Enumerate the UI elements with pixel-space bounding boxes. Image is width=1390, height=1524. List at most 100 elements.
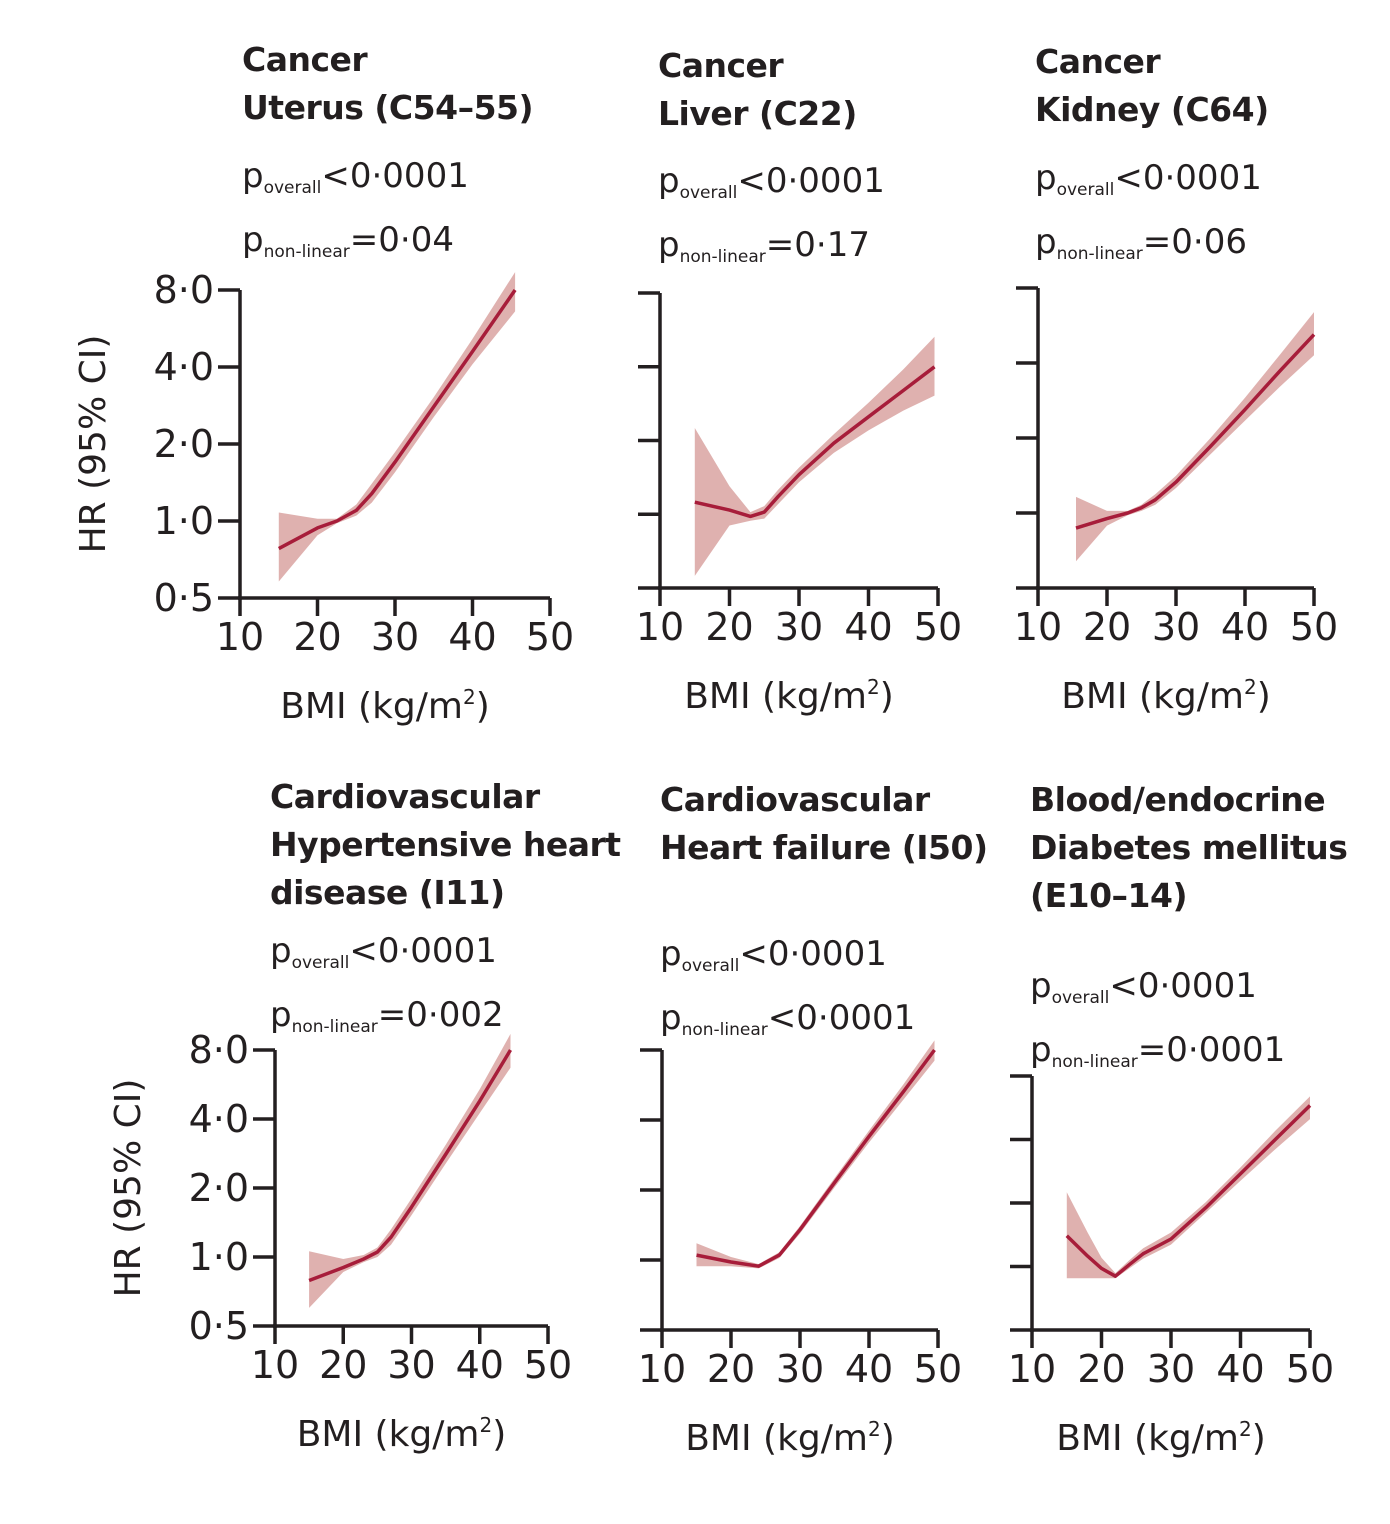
p-overall: poverall<0·0001 bbox=[658, 161, 885, 203]
x-tick-label: 10 bbox=[251, 1343, 299, 1387]
y-axis-title: HR (95% CI) bbox=[108, 1079, 149, 1298]
x-tick-label: 20 bbox=[319, 1343, 367, 1387]
x-tick-label: 30 bbox=[1152, 605, 1200, 649]
panel-title: Cancer Liver (C22) bbox=[658, 42, 857, 138]
x-tick-label: 30 bbox=[371, 615, 419, 659]
panel-title: Blood/endocrine Diabetes mellitus (E10–14) bbox=[1030, 776, 1348, 920]
x-tick-label: 40 bbox=[448, 615, 496, 659]
panel-category: Cardiovascular bbox=[270, 777, 540, 816]
x-tick-label: 40 bbox=[456, 1343, 504, 1387]
x-tick-label: 30 bbox=[775, 605, 823, 649]
panel-outcome: Hypertensive heart bbox=[270, 825, 621, 864]
x-tick-label: 50 bbox=[524, 1343, 572, 1387]
panel-outcome: Kidney (C64) bbox=[1035, 90, 1269, 129]
x-tick-label: 40 bbox=[844, 605, 892, 649]
x-tick-label: 50 bbox=[914, 605, 962, 649]
panel-2: 10 20 30 40 50 BMI (kg/m2) bbox=[636, 291, 962, 717]
y-tick-label: 0·5 bbox=[154, 576, 214, 620]
x-tick-label: 20 bbox=[1077, 1347, 1125, 1391]
ci-band bbox=[1076, 312, 1314, 562]
ci-band bbox=[278, 272, 516, 582]
x-tick-label: 10 bbox=[216, 615, 264, 659]
p-overall: poverall<0·0001 bbox=[242, 156, 469, 198]
panel-category: Cancer bbox=[1035, 42, 1161, 81]
x-tick-label: 20 bbox=[1083, 605, 1131, 649]
p-non-linear: pnon-linear=0·06 bbox=[1035, 222, 1247, 264]
hr-line bbox=[277, 289, 517, 551]
panel-outcome: Uterus (C54–55) bbox=[242, 88, 534, 127]
x-tick-label: 10 bbox=[638, 1347, 686, 1391]
p-overall: poverall<0·0001 bbox=[270, 931, 497, 973]
panel-outcome: Liver (C22) bbox=[658, 94, 857, 133]
panel-4: 0·5 1·0 2·0 4·0 8·0 10 20 30 40 50 BMI (kg/m2) HR (… bbox=[108, 1028, 572, 1455]
y-tick-label: 2·0 bbox=[154, 422, 214, 466]
x-tick-label: 50 bbox=[526, 615, 574, 659]
y-tick-label: 4·0 bbox=[154, 345, 214, 389]
panel-5: 10 20 30 40 50 BMI (kg/m2) bbox=[638, 1040, 962, 1459]
x-tick-label: 30 bbox=[776, 1347, 824, 1391]
panel-outcome: Diabetes mellitus bbox=[1030, 828, 1348, 867]
x-tick-label: 50 bbox=[1290, 605, 1338, 649]
y-tick-label: 0·5 bbox=[189, 1304, 249, 1348]
panel-category: Cardiovascular bbox=[660, 780, 930, 819]
hr-line bbox=[1065, 1104, 1312, 1278]
panel-outcome: disease (I11) bbox=[270, 873, 505, 912]
y-tick-label: 8·0 bbox=[154, 268, 214, 312]
p-values: poverall<0·0001 pnon-linear=0·0001 bbox=[1030, 960, 1285, 1088]
hr-line bbox=[308, 1049, 512, 1283]
panel-outcome: (E10–14) bbox=[1030, 876, 1188, 915]
y-axis-title: HR (95% CI) bbox=[73, 335, 114, 554]
panel-category: Blood/endocrine bbox=[1030, 780, 1326, 819]
x-axis-title: BMI (kg/m2) bbox=[685, 1417, 895, 1459]
y-tick-label: 4·0 bbox=[189, 1097, 249, 1141]
p-overall: poverall<0·0001 bbox=[1030, 966, 1257, 1008]
x-tick-label: 20 bbox=[707, 1347, 755, 1391]
panel-title: Cardiovascular Hypertensive heart disease … bbox=[270, 773, 621, 917]
panel-category: Cancer bbox=[242, 40, 368, 79]
p-values: poverall<0·0001 pnon-linear=0·002 bbox=[270, 925, 504, 1053]
y-tick-label: 8·0 bbox=[189, 1028, 249, 1072]
p-non-linear: pnon-linear=0·0001 bbox=[1030, 1030, 1286, 1072]
panel-title: Cancer Kidney (C64) bbox=[1035, 38, 1269, 134]
p-values: poverall<0·0001 pnon-linear=0·06 bbox=[1035, 152, 1262, 280]
x-tick-label: 50 bbox=[914, 1347, 962, 1391]
panel-1: 0·5 1·0 2·0 4·0 8·0 10 20 30 40 50 BMI (kg/m2) HR (… bbox=[73, 268, 574, 727]
x-axis-title: BMI (kg/m2) bbox=[297, 1413, 507, 1455]
panel-category: Cancer bbox=[658, 46, 784, 85]
x-tick-label: 10 bbox=[636, 605, 684, 649]
ci-band bbox=[1066, 1096, 1310, 1279]
x-tick-label: 30 bbox=[387, 1343, 435, 1387]
y-tick-label: 1·0 bbox=[154, 499, 214, 543]
x-tick-label: 30 bbox=[1147, 1347, 1195, 1391]
p-values: poverall<0·0001 pnon-linear=0·17 bbox=[658, 155, 885, 283]
x-tick-label: 50 bbox=[1286, 1347, 1334, 1391]
p-non-linear: pnon-linear=0·04 bbox=[242, 220, 454, 262]
panel-title: Cardiovascular Heart failure (I50) bbox=[660, 776, 988, 872]
ci-band bbox=[309, 1033, 511, 1308]
x-tick-label: 10 bbox=[1014, 605, 1062, 649]
x-tick-label: 20 bbox=[293, 615, 341, 659]
panel-6: 10 20 30 40 50 BMI (kg/m2) bbox=[1008, 1074, 1334, 1459]
p-non-linear: pnon-linear=0·002 bbox=[270, 995, 504, 1037]
hr-line bbox=[696, 1048, 936, 1268]
p-non-linear: pnon-linear<0·0001 bbox=[660, 998, 916, 1040]
p-non-linear: pnon-linear=0·17 bbox=[658, 225, 870, 267]
ci-band bbox=[694, 336, 935, 576]
panel-title: Cancer Uterus (C54–55) bbox=[242, 36, 534, 132]
p-values: poverall<0·0001 pnon-linear<0·0001 bbox=[660, 928, 915, 1056]
x-axis-title: BMI (kg/m2) bbox=[684, 675, 894, 717]
x-axis-title: BMI (kg/m2) bbox=[280, 685, 490, 727]
x-tick-label: 40 bbox=[1216, 1347, 1264, 1391]
panel-outcome: Heart failure (I50) bbox=[660, 828, 988, 867]
x-axis-title: BMI (kg/m2) bbox=[1056, 1417, 1266, 1459]
p-overall: poverall<0·0001 bbox=[1035, 158, 1262, 200]
x-tick-label: 10 bbox=[1008, 1347, 1056, 1391]
x-axis-title: BMI (kg/m2) bbox=[1061, 675, 1271, 717]
y-tick-label: 2·0 bbox=[189, 1166, 249, 1210]
y-tick-label: 1·0 bbox=[189, 1235, 249, 1279]
hr-line bbox=[1075, 333, 1316, 530]
hr-line bbox=[694, 365, 936, 519]
p-values: poverall<0·0001 pnon-linear=0·04 bbox=[242, 150, 469, 278]
x-tick-label: 40 bbox=[845, 1347, 893, 1391]
